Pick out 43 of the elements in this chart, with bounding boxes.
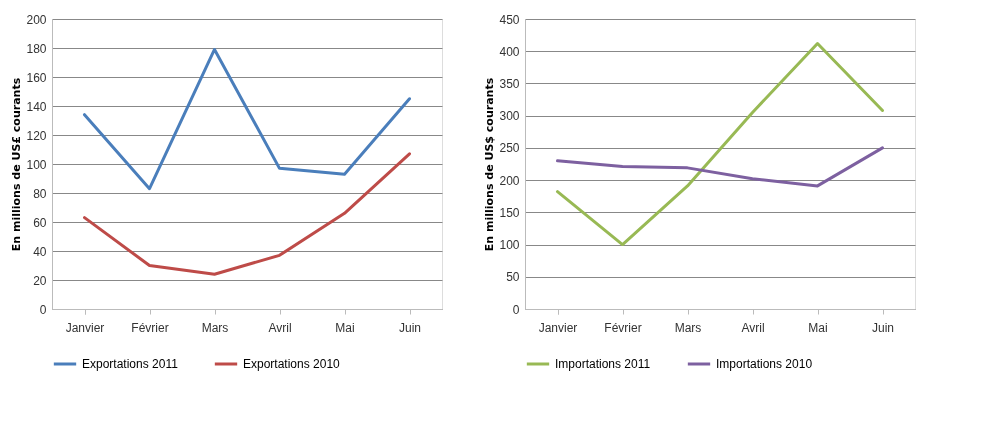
x-tick-label: Février [604, 320, 642, 335]
y-tick-label: 20 [33, 273, 47, 288]
y-tick-label: 400 [499, 44, 520, 59]
x-tick-label: Avril [268, 320, 292, 335]
legend-label: Importations 2010 [716, 357, 813, 371]
x-tick-label: Mai [335, 320, 355, 335]
y-tick-label: 140 [26, 99, 47, 114]
y-axis-title: En millions de US$ courants [483, 77, 497, 252]
y-tick-label: 300 [499, 109, 520, 124]
y-tick-label: 40 [33, 244, 47, 259]
line-series [556, 41, 884, 247]
y-tick-label: 100 [499, 238, 520, 253]
y-tick-label: 250 [499, 141, 520, 156]
legend-label: Exportations 2010 [243, 357, 341, 371]
x-tick-label: Mars [674, 320, 702, 335]
y-tick-label: 180 [26, 41, 47, 56]
legend-label: Importations 2011 [555, 357, 651, 371]
x-tick-label: Mars [201, 320, 229, 335]
line-series [556, 146, 884, 188]
y-tick-label: 150 [499, 205, 520, 220]
x-tick-label: Février [131, 320, 169, 335]
y-tick-label: 0 [39, 302, 47, 317]
legend-label: Exportations 2011 [82, 357, 179, 371]
y-tick-label: 120 [26, 128, 47, 143]
y-tick-label: 450 [499, 12, 520, 27]
line-series [83, 47, 411, 191]
x-tick-label: Janvier [65, 320, 105, 335]
y-tick-label: 80 [33, 186, 47, 201]
y-tick-label: 160 [26, 70, 47, 85]
x-tick-label: Avril [741, 320, 765, 335]
y-tick-label: 60 [33, 215, 47, 230]
x-tick-label: Juin [871, 320, 895, 335]
x-tick-label: Janvier [538, 320, 578, 335]
x-tick-label: Mai [808, 320, 828, 335]
y-tick-label: 200 [499, 173, 520, 188]
y-tick-label: 200 [26, 12, 47, 27]
y-tick-label: 100 [26, 157, 47, 172]
line-series [83, 152, 411, 276]
x-tick-label: Juin [398, 320, 422, 335]
y-tick-label: 350 [499, 76, 520, 91]
y-tick-label: 0 [512, 302, 520, 317]
y-axis-title: En millions de US£ courants [10, 77, 24, 252]
y-tick-label: 50 [506, 270, 520, 285]
